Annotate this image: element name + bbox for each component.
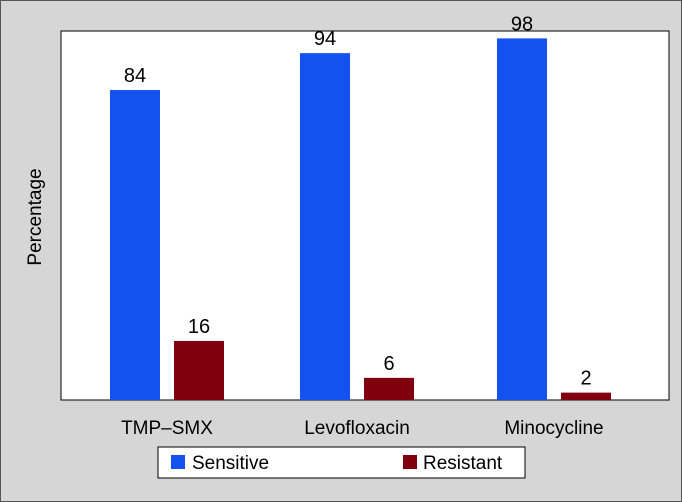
- data-label-resistant-3: 2: [580, 368, 591, 390]
- data-label-sensitive-2: 94: [314, 28, 336, 50]
- data-labels-group: 84 16 94 6 98 2: [124, 13, 592, 389]
- data-label-resistant-2: 6: [383, 353, 394, 375]
- legend-label-resistant: Resistant: [423, 453, 503, 474]
- legend: Sensitive Resistant: [157, 446, 526, 479]
- x-tick-labels-group: TMP–SMX Levofloxacin Minocycline: [121, 418, 604, 439]
- bar-sensitive-2: [300, 53, 350, 400]
- plot-area: [60, 30, 670, 401]
- bar-resistant-1: [174, 340, 224, 400]
- x-tick-label-3: Minocycline: [504, 418, 603, 439]
- x-tick-label-2: Levofloxacin: [304, 418, 410, 439]
- x-tick-label-1: TMP–SMX: [121, 418, 213, 439]
- data-label-resistant-1: 16: [188, 316, 210, 338]
- data-label-sensitive-1: 84: [124, 65, 146, 87]
- legend-box: [157, 446, 526, 479]
- y-axis-title: Percentage: [25, 168, 46, 265]
- bar-resistant-2: [364, 377, 414, 400]
- legend-swatch-resistant: [403, 455, 417, 469]
- legend-label-sensitive: Sensitive: [192, 453, 269, 474]
- bar-sensitive-1: [110, 90, 160, 400]
- bar-sensitive-3: [497, 38, 547, 400]
- data-label-sensitive-3: 98: [511, 13, 533, 35]
- bars-group: [110, 38, 611, 400]
- bar-resistant-3: [561, 392, 611, 400]
- legend-swatch-sensitive: [171, 455, 185, 469]
